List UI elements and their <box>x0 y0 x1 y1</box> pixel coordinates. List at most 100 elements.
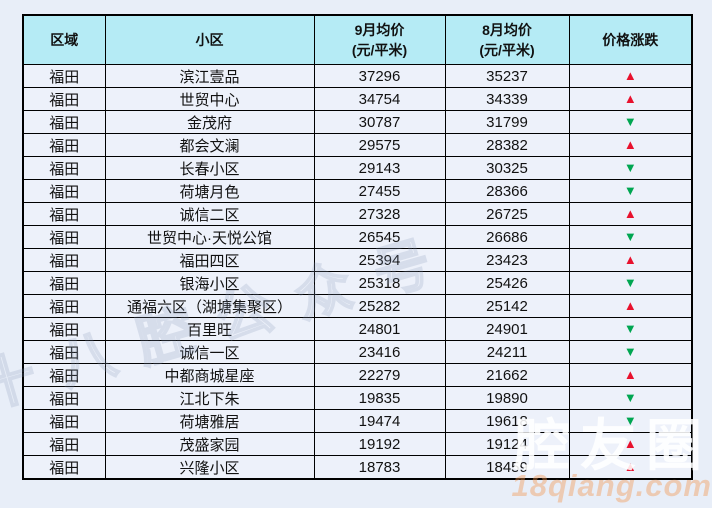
community-cell: 荷塘月色 <box>104 179 315 203</box>
trend-up-icon: ▲ <box>623 435 637 451</box>
sep-price-cell: 34754 <box>313 87 446 111</box>
region-cell: 福田 <box>22 179 106 203</box>
community-cell: 滨江壹品 <box>104 64 315 88</box>
aug-price-cell: 19618 <box>444 409 570 433</box>
trend-cell: ▲ <box>568 133 693 157</box>
region-cell: 福田 <box>22 432 106 456</box>
aug-price-cell: 23423 <box>444 248 570 272</box>
sep-price-cell: 27328 <box>313 202 446 226</box>
aug-price-cell: 28382 <box>444 133 570 157</box>
region-cell: 福田 <box>22 133 106 157</box>
region-cell: 福田 <box>22 294 106 318</box>
table-row: 福田 中都商城星座 22279 21662 ▲ <box>22 363 693 387</box>
community-cell: 世贸中心 <box>104 87 315 111</box>
table-row: 福田 通福六区（湖塘集聚区） 25282 25142 ▲ <box>22 294 693 318</box>
aug-price-cell: 34339 <box>444 87 570 111</box>
trend-down-icon: ▼ <box>623 389 637 405</box>
table-body: 福田 滨江壹品 37296 35237 ▲ 福田 世贸中心 34754 3433… <box>22 64 693 480</box>
aug-price-cell: 24901 <box>444 317 570 341</box>
col-header-trend: 价格涨跌 <box>568 14 693 65</box>
trend-cell: ▲ <box>568 64 693 88</box>
table-header: 区域 小区 9月均价 (元/平米) 8月均价 (元/平米) 价格涨跌 <box>22 14 693 65</box>
sep-price-cell: 25282 <box>313 294 446 318</box>
aug-price-cell: 19124 <box>444 432 570 456</box>
trend-down-icon: ▼ <box>623 343 637 359</box>
region-cell: 福田 <box>22 386 106 410</box>
table-row: 福田 滨江壹品 37296 35237 ▲ <box>22 64 693 88</box>
table-row: 福田 都会文澜 29575 28382 ▲ <box>22 133 693 157</box>
community-cell: 茂盛家园 <box>104 432 315 456</box>
community-cell: 诚信二区 <box>104 202 315 226</box>
trend-cell: ▼ <box>568 340 693 364</box>
region-cell: 福田 <box>22 363 106 387</box>
trend-cell: ▼ <box>568 386 693 410</box>
aug-price-cell: 19890 <box>444 386 570 410</box>
trend-down-icon: ▼ <box>623 113 637 129</box>
trend-cell: ▲ <box>568 202 693 226</box>
trend-down-icon: ▼ <box>623 412 637 428</box>
aug-price-cell: 26686 <box>444 225 570 249</box>
col-header-aug-price: 8月均价 (元/平米) <box>444 14 570 65</box>
aug-price-cell: 18459 <box>444 455 570 480</box>
table-row: 福田 银海小区 25318 25426 ▼ <box>22 271 693 295</box>
region-cell: 福田 <box>22 225 106 249</box>
table-row: 福田 福田四区 25394 23423 ▲ <box>22 248 693 272</box>
aug-price-cell: 25426 <box>444 271 570 295</box>
region-cell: 福田 <box>22 156 106 180</box>
community-cell: 通福六区（湖塘集聚区） <box>104 294 315 318</box>
trend-cell: ▲ <box>568 87 693 111</box>
trend-cell: ▼ <box>568 271 693 295</box>
table-row: 福田 长春小区 29143 30325 ▼ <box>22 156 693 180</box>
table-row: 福田 百里旺 24801 24901 ▼ <box>22 317 693 341</box>
sep-price-cell: 25394 <box>313 248 446 272</box>
region-cell: 福田 <box>22 87 106 111</box>
trend-cell: ▲ <box>568 455 693 480</box>
region-cell: 福田 <box>22 317 106 341</box>
trend-up-icon: ▲ <box>623 136 637 152</box>
col-header-sep-price-unit: (元/平米) <box>351 42 408 58</box>
trend-cell: ▼ <box>568 156 693 180</box>
trend-down-icon: ▼ <box>623 274 637 290</box>
community-cell: 金茂府 <box>104 110 315 134</box>
sep-price-cell: 27455 <box>313 179 446 203</box>
table-row: 福田 世贸中心·天悦公馆 26545 26686 ▼ <box>22 225 693 249</box>
sep-price-cell: 18783 <box>313 455 446 480</box>
sep-price-cell: 37296 <box>313 64 446 88</box>
trend-up-icon: ▲ <box>623 90 637 106</box>
community-cell: 江北下朱 <box>104 386 315 410</box>
table-row: 福田 兴隆小区 18783 18459 ▲ <box>22 455 693 480</box>
trend-cell: ▲ <box>568 432 693 456</box>
trend-up-icon: ▲ <box>623 251 637 267</box>
aug-price-cell: 35237 <box>444 64 570 88</box>
sep-price-cell: 22279 <box>313 363 446 387</box>
aug-price-cell: 25142 <box>444 294 570 318</box>
trend-cell: ▲ <box>568 294 693 318</box>
sep-price-cell: 30787 <box>313 110 446 134</box>
region-cell: 福田 <box>22 248 106 272</box>
region-cell: 福田 <box>22 202 106 226</box>
aug-price-cell: 21662 <box>444 363 570 387</box>
community-cell: 长春小区 <box>104 156 315 180</box>
aug-price-cell: 28366 <box>444 179 570 203</box>
trend-up-icon: ▲ <box>623 458 637 474</box>
col-header-aug-price-label: 8月均价 <box>482 21 532 38</box>
community-cell: 百里旺 <box>104 317 315 341</box>
header-row: 区域 小区 9月均价 (元/平米) 8月均价 (元/平米) 价格涨跌 <box>22 14 693 65</box>
trend-cell: ▼ <box>568 225 693 249</box>
trend-cell: ▲ <box>568 363 693 387</box>
trend-cell: ▼ <box>568 110 693 134</box>
sep-price-cell: 19474 <box>313 409 446 433</box>
community-cell: 都会文澜 <box>104 133 315 157</box>
trend-down-icon: ▼ <box>623 320 637 336</box>
region-cell: 福田 <box>22 455 106 480</box>
community-cell: 福田四区 <box>104 248 315 272</box>
table-row: 福田 金茂府 30787 31799 ▼ <box>22 110 693 134</box>
aug-price-cell: 24211 <box>444 340 570 364</box>
aug-price-cell: 31799 <box>444 110 570 134</box>
sep-price-cell: 29143 <box>313 156 446 180</box>
table-row: 福田 世贸中心 34754 34339 ▲ <box>22 87 693 111</box>
col-header-sep-price-label: 9月均价 <box>354 21 405 38</box>
community-cell: 银海小区 <box>104 271 315 295</box>
sep-price-cell: 19835 <box>313 386 446 410</box>
sep-price-cell: 25318 <box>313 271 446 295</box>
